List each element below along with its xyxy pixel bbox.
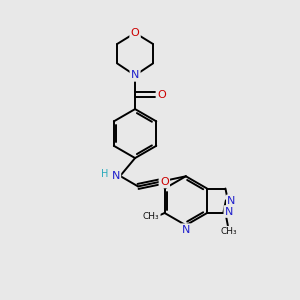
Text: H: H (101, 169, 108, 179)
Text: O: O (157, 90, 166, 100)
Text: N: N (182, 225, 190, 235)
Text: O: O (131, 28, 140, 38)
Text: N: N (131, 70, 139, 80)
Text: N: N (225, 206, 233, 217)
Text: N: N (112, 171, 120, 181)
Text: N: N (227, 196, 236, 206)
Text: O: O (160, 177, 169, 187)
Text: CH₃: CH₃ (220, 227, 237, 236)
Text: CH₃: CH₃ (143, 212, 160, 221)
